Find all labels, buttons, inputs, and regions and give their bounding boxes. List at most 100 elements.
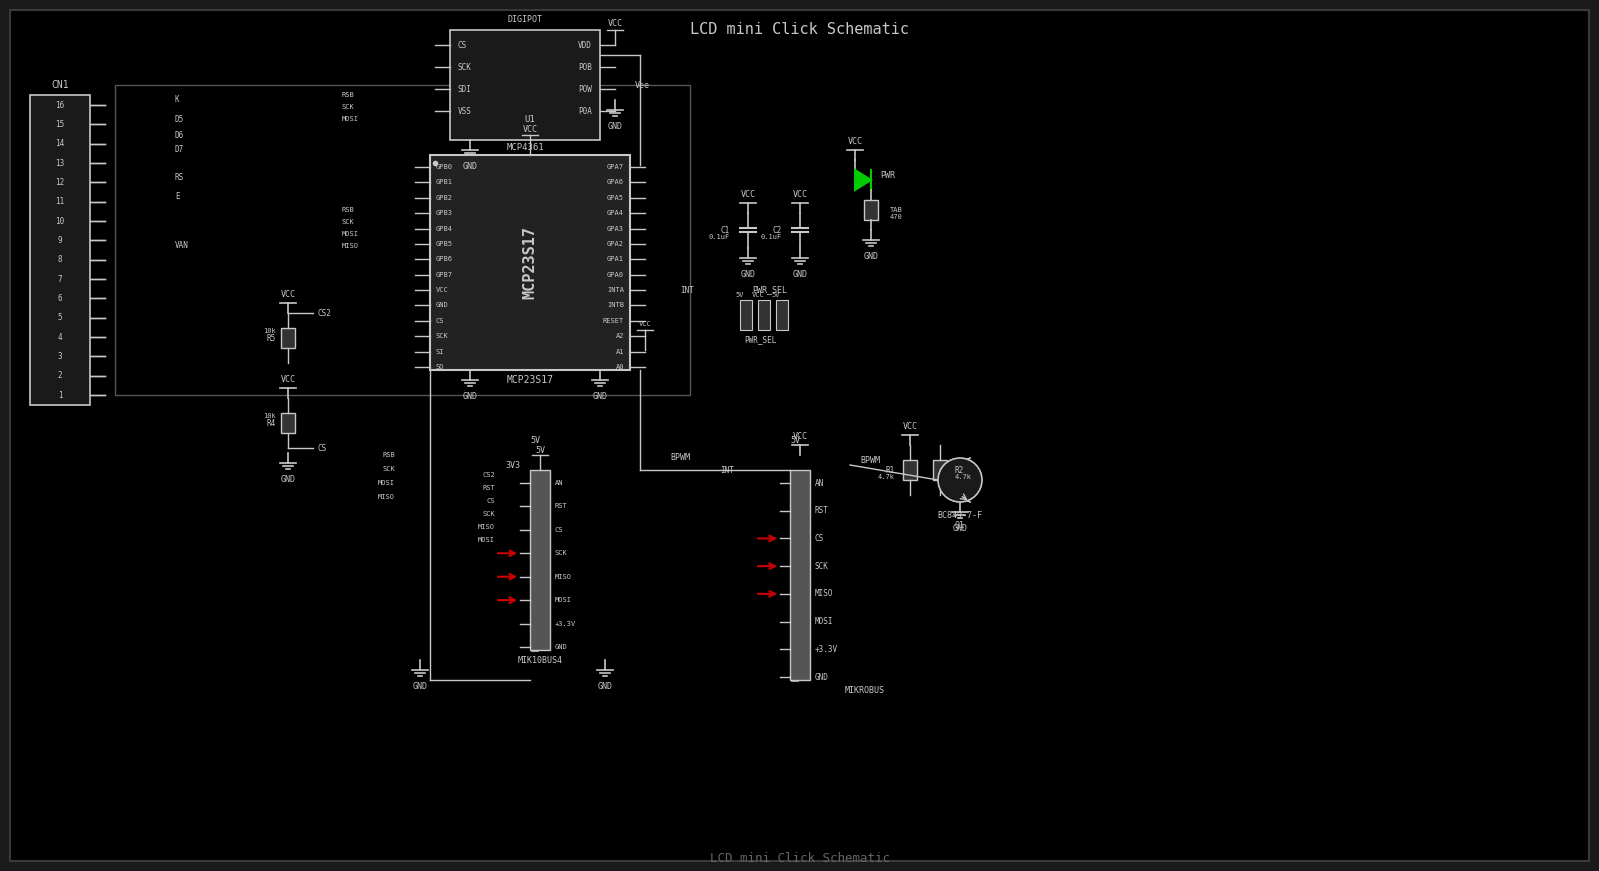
Bar: [281, 413, 294, 433]
Bar: [863, 200, 878, 220]
Text: Vee: Vee: [635, 80, 651, 90]
Text: CS2: CS2: [483, 472, 496, 478]
Text: U1: U1: [524, 116, 536, 125]
Text: INT: INT: [680, 286, 694, 294]
Text: PWR_SEL: PWR_SEL: [744, 335, 776, 345]
Text: GPA4: GPA4: [608, 210, 624, 216]
Text: 10k: 10k: [264, 328, 277, 334]
Text: 5: 5: [58, 314, 62, 322]
Text: GND: GND: [462, 162, 478, 171]
Text: INTA: INTA: [608, 287, 624, 293]
Bar: [740, 300, 752, 330]
Text: GND: GND: [598, 682, 612, 691]
Text: 4.7k: 4.7k: [955, 474, 972, 480]
Text: 5V: 5V: [772, 292, 780, 298]
Bar: [792, 673, 798, 681]
Text: GPB7: GPB7: [437, 272, 453, 278]
Text: E: E: [174, 192, 179, 200]
Text: CN1: CN1: [51, 80, 69, 90]
Circle shape: [939, 458, 982, 502]
Text: VCC: VCC: [793, 190, 807, 199]
Text: GND: GND: [593, 392, 608, 401]
Bar: [430, 155, 630, 370]
Text: SCK: SCK: [555, 550, 568, 557]
Text: VCC: VCC: [740, 190, 755, 199]
Text: R5: R5: [267, 334, 277, 342]
Text: VDD: VDD: [579, 40, 592, 50]
Bar: [776, 300, 788, 330]
Text: VAN: VAN: [174, 240, 189, 249]
Text: PWR_SEL: PWR_SEL: [753, 286, 787, 294]
Text: SCK: SCK: [382, 466, 395, 472]
Bar: [932, 460, 947, 480]
Text: GND: GND: [863, 252, 878, 261]
Bar: [758, 300, 771, 330]
Bar: [531, 526, 537, 534]
Bar: [531, 619, 537, 628]
Text: INT: INT: [720, 465, 734, 475]
Text: CS: CS: [437, 318, 445, 324]
Text: 14: 14: [56, 139, 64, 148]
Text: SO: SO: [437, 364, 445, 370]
Text: SCK: SCK: [815, 562, 828, 571]
Text: VCC: VCC: [902, 422, 918, 431]
Text: 6: 6: [58, 294, 62, 303]
Bar: [792, 535, 798, 543]
Text: MISO: MISO: [478, 524, 496, 530]
Text: GPA2: GPA2: [608, 241, 624, 246]
Text: GPA7: GPA7: [608, 164, 624, 170]
Text: RST: RST: [555, 503, 568, 510]
Text: 11: 11: [56, 197, 64, 206]
Text: RESET: RESET: [603, 318, 624, 324]
Text: GPB1: GPB1: [437, 179, 453, 186]
Bar: [30, 95, 90, 405]
Text: MOSI: MOSI: [478, 537, 496, 543]
Text: RSB: RSB: [342, 207, 355, 213]
Polygon shape: [855, 170, 871, 190]
Text: MOSI: MOSI: [555, 598, 572, 603]
Text: LCD mini Click Schematic: LCD mini Click Schematic: [710, 852, 891, 865]
Text: R1: R1: [886, 465, 895, 475]
Text: 3V3: 3V3: [505, 461, 520, 469]
Bar: [449, 30, 600, 140]
Text: SCK: SCK: [342, 219, 355, 225]
Bar: [531, 573, 537, 581]
Text: GPB3: GPB3: [437, 210, 453, 216]
Text: C2: C2: [772, 226, 782, 234]
Text: VCC: VCC: [523, 125, 537, 133]
Text: D6: D6: [174, 131, 184, 139]
Text: GND: GND: [953, 524, 967, 533]
Bar: [531, 550, 537, 557]
Bar: [281, 328, 294, 348]
Text: 13: 13: [56, 159, 64, 167]
Bar: [115, 85, 691, 395]
Text: MOSI: MOSI: [342, 231, 360, 237]
Text: GPA5: GPA5: [608, 195, 624, 201]
Text: GND: GND: [555, 644, 568, 650]
Text: SCK: SCK: [342, 104, 355, 110]
Text: MCP23S17: MCP23S17: [523, 226, 537, 299]
Text: CS2: CS2: [318, 308, 333, 318]
Text: MIK10BUS4: MIK10BUS4: [518, 656, 563, 665]
Text: SCK: SCK: [483, 511, 496, 517]
Text: VCC: VCC: [437, 287, 449, 293]
Text: GND: GND: [608, 122, 622, 131]
Text: 9: 9: [58, 236, 62, 245]
Text: 10k: 10k: [264, 413, 277, 419]
Bar: [792, 618, 798, 625]
Bar: [792, 479, 798, 487]
Text: POB: POB: [579, 63, 592, 71]
Text: AN: AN: [555, 480, 563, 486]
Text: 2: 2: [58, 371, 62, 380]
Text: 16: 16: [56, 100, 64, 110]
Text: VCC: VCC: [847, 137, 862, 146]
Text: GND: GND: [280, 475, 296, 484]
Text: RST: RST: [483, 485, 496, 491]
Text: GPB6: GPB6: [437, 256, 453, 262]
Text: 12: 12: [56, 178, 64, 187]
Text: R4: R4: [267, 418, 277, 428]
Text: GPA3: GPA3: [608, 226, 624, 232]
Text: INTB: INTB: [608, 302, 624, 308]
Text: 5V: 5V: [529, 436, 540, 444]
Bar: [531, 596, 537, 604]
